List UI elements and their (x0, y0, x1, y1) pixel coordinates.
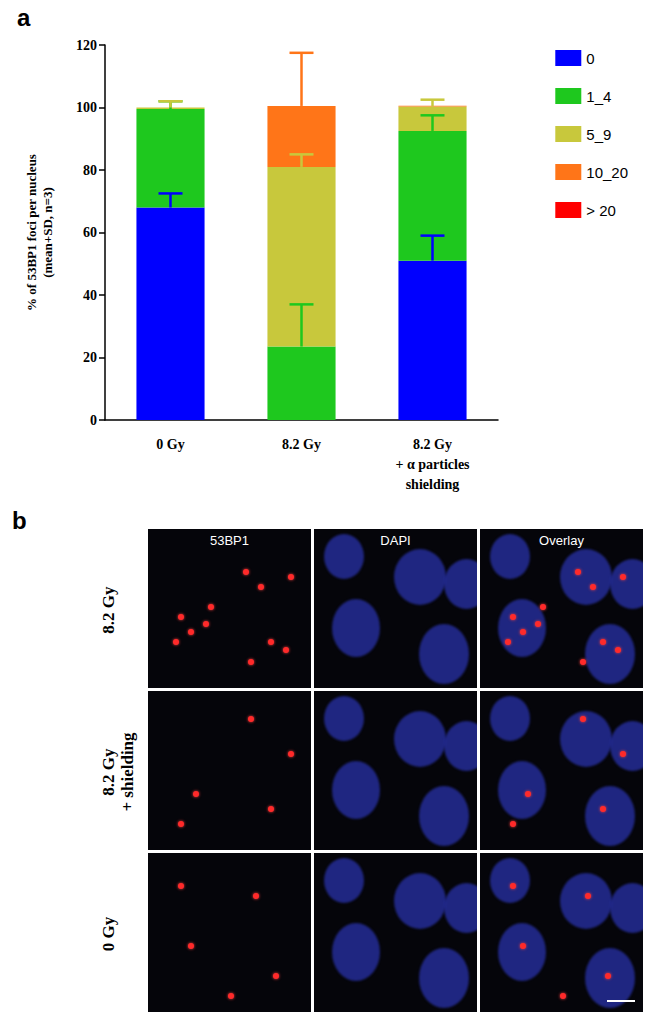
svg-text:(mean+SD, n=3): (mean+SD, n=3) (40, 187, 55, 278)
html-text:8.2 Gy: 8.2 Gy (99, 586, 118, 634)
svg-text:+ α particles: + α particles (395, 457, 470, 472)
html-text:8.2 Gy + shielding: 8.2 Gy + shielding (99, 732, 137, 812)
svg-text:60: 60 (83, 225, 97, 240)
svg-text:% of 53BP1 foci per nucleus: % of 53BP1 foci per nucleus (24, 154, 39, 311)
html-text:DAPI: DAPI (380, 533, 411, 548)
svg-text:40: 40 (83, 288, 97, 303)
svg-text:100: 100 (76, 100, 97, 115)
svg-text:shielding: shielding (406, 477, 460, 492)
svg-text:0: 0 (586, 50, 594, 67)
html-text:b: b (12, 507, 27, 534)
svg-text:80: 80 (83, 163, 97, 178)
svg-text:8.2 Gy: 8.2 Gy (282, 437, 321, 452)
svg-text:1_4: 1_4 (586, 88, 611, 105)
html-text:Overlay: Overlay (539, 533, 584, 548)
svg-text:5_9: 5_9 (586, 126, 611, 143)
svg-text:20: 20 (83, 350, 97, 365)
svg-text:a: a (17, 4, 31, 31)
html-text:53BP1: 53BP1 (210, 533, 249, 548)
svg-text:8.2 Gy: 8.2 Gy (413, 437, 452, 452)
html-text:0 Gy: 0 Gy (99, 916, 118, 952)
svg-text:0: 0 (90, 413, 97, 428)
svg-text:10_20: 10_20 (586, 164, 628, 181)
svg-text:120: 120 (76, 38, 97, 53)
svg-text:> 20: > 20 (586, 202, 616, 219)
svg-text:0 Gy: 0 Gy (156, 437, 184, 452)
